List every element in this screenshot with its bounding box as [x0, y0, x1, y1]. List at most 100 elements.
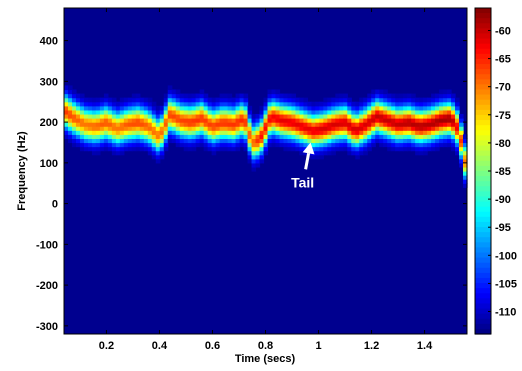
heatmap-cell	[299, 126, 305, 131]
heatmap-cell	[335, 146, 340, 152]
colorbar-cell	[475, 18, 491, 24]
heatmap-cell	[331, 97, 336, 103]
heatmap-cell	[67, 126, 73, 131]
heatmap-cell	[387, 134, 392, 139]
heatmap-cell	[107, 142, 113, 148]
heatmap-cell	[271, 109, 277, 115]
heatmap-cell	[315, 154, 320, 160]
heatmap-cell	[251, 166, 257, 172]
heatmap-cell	[295, 118, 301, 123]
heatmap-cell	[403, 146, 408, 152]
heatmap-cell	[339, 118, 344, 123]
heatmap-cell	[399, 109, 404, 115]
heatmap-cell	[187, 126, 193, 131]
colorbar-cell	[475, 135, 491, 142]
heatmap-cell	[67, 134, 73, 139]
heatmap-cell	[391, 118, 396, 123]
heatmap-cell	[379, 101, 384, 107]
heatmap-cell	[279, 105, 285, 111]
heatmap-cell	[239, 101, 245, 107]
heatmap-cell	[383, 126, 388, 131]
heatmap-cell	[235, 122, 241, 127]
heatmap-cell	[287, 134, 293, 139]
heatmap-cell	[407, 109, 412, 115]
heatmap-cell	[87, 146, 93, 152]
heatmap-cell	[307, 105, 312, 111]
heatmap-cell	[367, 97, 372, 103]
heatmap-cell	[191, 118, 197, 123]
heatmap-cell	[291, 134, 297, 139]
heatmap-cell	[179, 122, 185, 127]
heatmap-cell	[427, 118, 432, 123]
heatmap-cell	[171, 93, 177, 99]
heatmap-cell	[103, 118, 109, 123]
heatmap-cell	[79, 101, 85, 107]
heatmap-cell	[143, 113, 149, 119]
heatmap-cell	[64, 118, 69, 123]
heatmap-cell	[399, 105, 404, 111]
heatmap-cell	[419, 113, 424, 119]
heatmap-cell	[191, 113, 197, 119]
heatmap-cell	[91, 138, 97, 144]
heatmap-cell	[375, 138, 380, 144]
heatmap-cell	[175, 126, 181, 131]
heatmap-cell	[355, 154, 360, 160]
heatmap-cell	[427, 109, 432, 115]
heatmap-cell	[303, 109, 308, 115]
heatmap-cell	[463, 166, 468, 172]
heatmap-cell	[71, 101, 77, 107]
heatmap-cell	[431, 93, 436, 99]
heatmap-cell	[167, 130, 173, 135]
heatmap-cell	[431, 109, 436, 115]
heatmap-cell	[431, 126, 436, 131]
heatmap-cell	[151, 146, 157, 152]
heatmap-cell	[211, 130, 217, 135]
heatmap-cell	[451, 118, 456, 123]
heatmap-cell	[195, 126, 201, 131]
heatmap-cell	[167, 113, 173, 119]
heatmap-cell	[359, 142, 364, 148]
heatmap-cell	[363, 138, 368, 144]
heatmap-cell	[251, 126, 257, 131]
heatmap-cell	[195, 97, 201, 103]
colorbar-cell	[475, 28, 491, 35]
heatmap-cell	[223, 126, 229, 131]
heatmap-cell	[111, 122, 117, 127]
heatmap-cell	[339, 142, 344, 148]
heatmap-cell	[391, 109, 396, 115]
heatmap-cell	[135, 142, 141, 148]
heatmap-cell	[291, 97, 297, 103]
heatmap-cell	[367, 142, 372, 148]
heatmap-cell	[103, 105, 109, 111]
heatmap-cell	[227, 146, 233, 152]
heatmap-cell	[283, 130, 289, 135]
heatmap-cell	[243, 122, 249, 127]
heatmap-cell	[311, 105, 316, 111]
heatmap-cell	[135, 122, 141, 127]
heatmap-cell	[131, 122, 137, 127]
heatmap-cell	[403, 138, 408, 144]
heatmap-cell	[287, 142, 293, 148]
heatmap-cell	[163, 134, 169, 139]
heatmap-cell	[187, 130, 193, 135]
heatmap-cell	[339, 105, 344, 111]
heatmap-cell	[299, 122, 305, 127]
colorbar-cell	[475, 303, 491, 310]
heatmap-cell	[139, 146, 145, 152]
heatmap-cell	[407, 134, 412, 139]
heatmap-cell	[267, 134, 273, 139]
heatmap-cell	[423, 113, 428, 119]
heatmap-cell	[343, 93, 348, 99]
heatmap-cell	[223, 122, 229, 127]
heatmap-cell	[115, 142, 121, 148]
heatmap-cell	[191, 109, 197, 115]
heatmap-cell	[355, 113, 360, 119]
heatmap-cell	[455, 142, 460, 148]
heatmap-cell	[199, 93, 205, 99]
heatmap-cell	[439, 142, 444, 148]
heatmap-cell	[271, 113, 277, 119]
heatmap-cell	[451, 105, 456, 111]
heatmap-cell	[347, 130, 352, 135]
heatmap-cell	[255, 122, 261, 127]
